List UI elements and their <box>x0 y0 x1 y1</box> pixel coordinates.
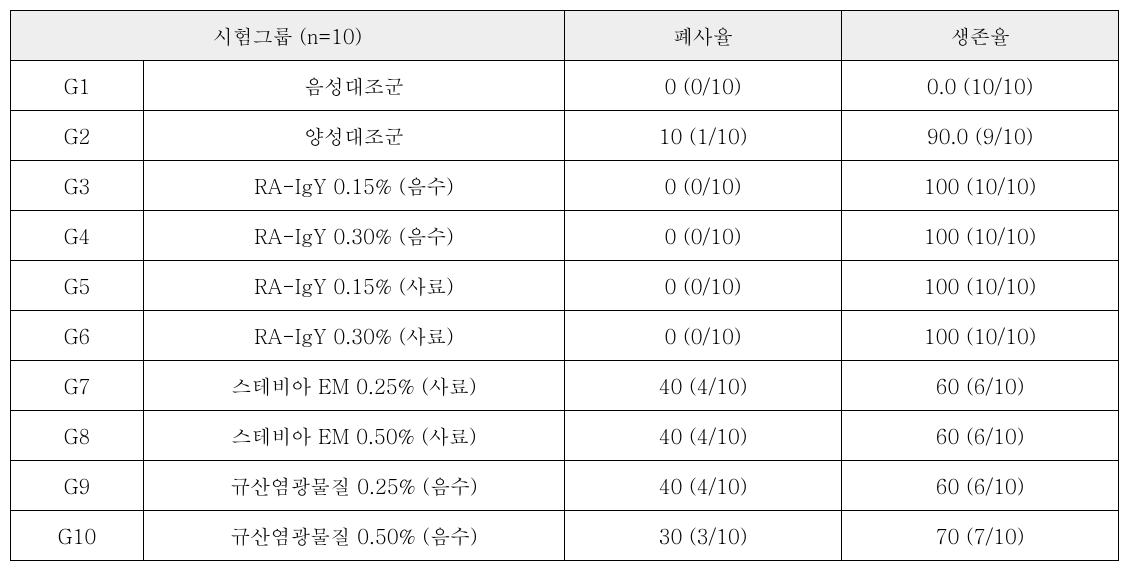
group-id-cell: G3 <box>11 161 144 211</box>
group-id-cell: G10 <box>11 511 144 561</box>
survival-cell: 70 (7/10) <box>841 511 1118 561</box>
group-desc-cell: 규산염광물질 0.25% (음수) <box>143 461 564 511</box>
survival-cell: 60 (6/10) <box>841 461 1118 511</box>
mortality-cell: 40 (4/10) <box>564 461 841 511</box>
mortality-cell: 0 (0/10) <box>564 211 841 261</box>
header-row: 시험그룹 (n=10) 폐사율 생존율 <box>11 11 1119 61</box>
table-body: G1음성대조군0 (0/10)0.0 (10/10)G2양성대조군10 (1/1… <box>11 61 1119 561</box>
group-id-cell: G9 <box>11 461 144 511</box>
table-row: G8스테비아 EM 0.50% (사료)40 (4/10)60 (6/10) <box>11 411 1119 461</box>
group-desc-cell: 스테비아 EM 0.25% (사료) <box>143 361 564 411</box>
mortality-cell: 40 (4/10) <box>564 411 841 461</box>
table-row: G4RA-IgY 0.30% (음수)0 (0/10)100 (10/10) <box>11 211 1119 261</box>
survival-cell: 100 (10/10) <box>841 161 1118 211</box>
survival-cell: 60 (6/10) <box>841 411 1118 461</box>
group-desc-cell: RA-IgY 0.30% (사료) <box>143 311 564 361</box>
group-desc-cell: RA-IgY 0.15% (사료) <box>143 261 564 311</box>
group-id-cell: G2 <box>11 111 144 161</box>
group-desc-cell: RA-IgY 0.30% (음수) <box>143 211 564 261</box>
group-id-cell: G8 <box>11 411 144 461</box>
table-row: G7스테비아 EM 0.25% (사료)40 (4/10)60 (6/10) <box>11 361 1119 411</box>
header-group: 시험그룹 (n=10) <box>11 11 565 61</box>
group-desc-cell: 스테비아 EM 0.50% (사료) <box>143 411 564 461</box>
mortality-cell: 40 (4/10) <box>564 361 841 411</box>
mortality-cell: 0 (0/10) <box>564 161 841 211</box>
mortality-cell: 0 (0/10) <box>564 261 841 311</box>
survival-cell: 100 (10/10) <box>841 211 1118 261</box>
table-row: G2양성대조군10 (1/10)90.0 (9/10) <box>11 111 1119 161</box>
survival-cell: 90.0 (9/10) <box>841 111 1118 161</box>
group-desc-cell: RA-IgY 0.15% (음수) <box>143 161 564 211</box>
table-row: G3RA-IgY 0.15% (음수)0 (0/10)100 (10/10) <box>11 161 1119 211</box>
group-desc-cell: 음성대조군 <box>143 61 564 111</box>
table-row: G1음성대조군0 (0/10)0.0 (10/10) <box>11 61 1119 111</box>
group-id-cell: G1 <box>11 61 144 111</box>
table-row: G9규산염광물질 0.25% (음수)40 (4/10)60 (6/10) <box>11 461 1119 511</box>
mortality-cell: 10 (1/10) <box>564 111 841 161</box>
mortality-cell: 0 (0/10) <box>564 311 841 361</box>
survival-cell: 100 (10/10) <box>841 261 1118 311</box>
experiment-results-table: 시험그룹 (n=10) 폐사율 생존율 G1음성대조군0 (0/10)0.0 (… <box>10 10 1119 561</box>
mortality-cell: 0 (0/10) <box>564 61 841 111</box>
table-row: G6RA-IgY 0.30% (사료)0 (0/10)100 (10/10) <box>11 311 1119 361</box>
group-desc-cell: 양성대조군 <box>143 111 564 161</box>
group-id-cell: G7 <box>11 361 144 411</box>
header-survival: 생존율 <box>841 11 1118 61</box>
table-row: G10규산염광물질 0.50% (음수)30 (3/10)70 (7/10) <box>11 511 1119 561</box>
mortality-cell: 30 (3/10) <box>564 511 841 561</box>
survival-cell: 100 (10/10) <box>841 311 1118 361</box>
group-desc-cell: 규산염광물질 0.50% (음수) <box>143 511 564 561</box>
group-id-cell: G6 <box>11 311 144 361</box>
table-row: G5RA-IgY 0.15% (사료)0 (0/10)100 (10/10) <box>11 261 1119 311</box>
group-id-cell: G4 <box>11 211 144 261</box>
survival-cell: 60 (6/10) <box>841 361 1118 411</box>
table-header: 시험그룹 (n=10) 폐사율 생존율 <box>11 11 1119 61</box>
survival-cell: 0.0 (10/10) <box>841 61 1118 111</box>
group-id-cell: G5 <box>11 261 144 311</box>
header-mortality: 폐사율 <box>564 11 841 61</box>
